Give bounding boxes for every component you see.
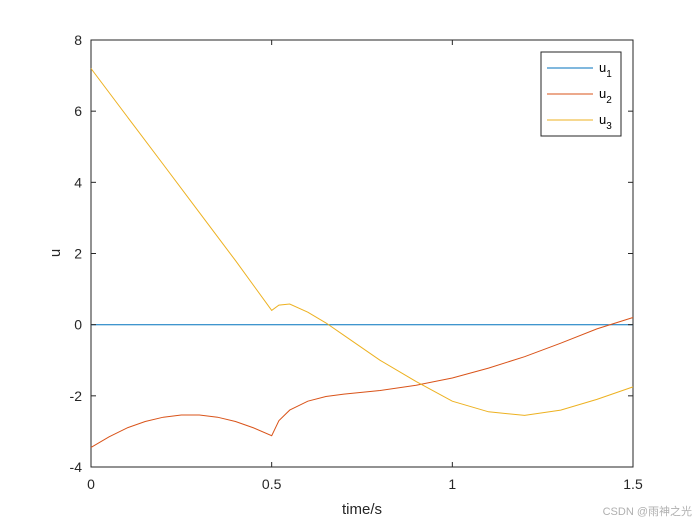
legend-entry-name: u [599, 112, 606, 127]
ticks-layer: 0 0.5 1 1.5 -4 -2 0 2 4 6 8 [70, 32, 643, 492]
x-tick-label: 1 [448, 476, 456, 492]
y-tick-label: 8 [74, 32, 82, 48]
y-tick-label: -2 [70, 388, 83, 404]
y-tick-label: 6 [74, 103, 82, 119]
legend-entry-3: u3 [599, 112, 612, 132]
x-tick-label: 0 [87, 476, 95, 492]
legend-entry-name: u [599, 60, 606, 75]
legend-entry-subscript: 1 [606, 69, 612, 80]
y-axis-label: u [47, 249, 64, 257]
series-line-3 [90, 68, 634, 416]
x-axis-label: time/s [342, 501, 382, 518]
x-tick-label: 1.5 [623, 476, 643, 492]
y-tick-label: 4 [74, 174, 82, 190]
series-line-2 [90, 317, 634, 448]
x-tick-label: 0.5 [262, 476, 282, 492]
y-tick-label: 2 [74, 246, 82, 262]
legend-entry-name: u [599, 86, 606, 101]
watermark: CSDN @雨神之光 [602, 506, 692, 518]
legend-entry-2: u2 [599, 86, 612, 106]
y-tick-label: 0 [74, 317, 82, 333]
series-layer [90, 68, 634, 448]
legend-entry-1: u1 [599, 60, 612, 80]
legend-entry-subscript: 3 [606, 121, 612, 132]
legend-entry-subscript: 2 [606, 95, 612, 106]
y-tick-label: -4 [70, 459, 83, 475]
